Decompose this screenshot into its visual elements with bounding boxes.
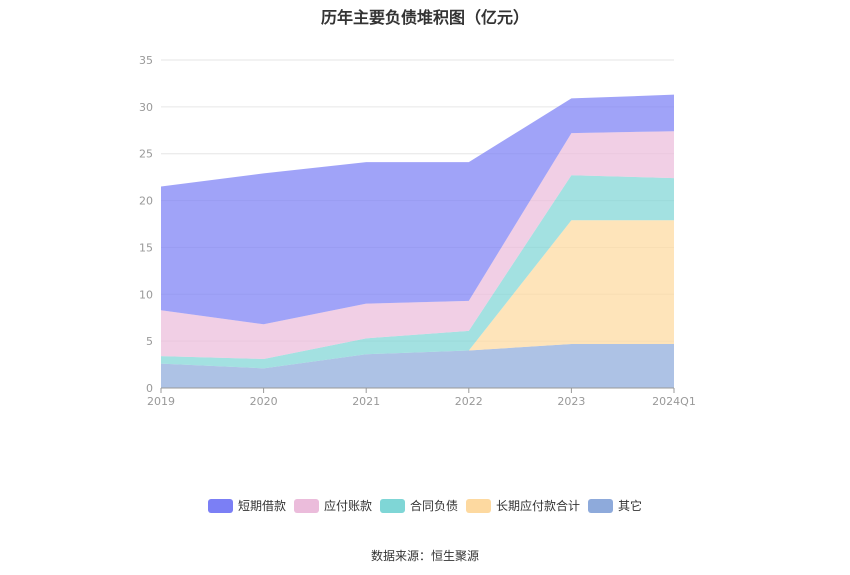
legend-swatch (207, 498, 233, 513)
area-长期应付款合计 (161, 220, 674, 369)
legend-item[interactable]: 应付账款 (293, 497, 372, 514)
chart-legend: 短期借款 应付账款 合同负债 长期应付款合计 其它 (0, 497, 850, 514)
legend-item[interactable]: 合同负债 (379, 497, 458, 514)
legend-swatch (293, 498, 319, 513)
legend-item[interactable]: 其它 (588, 497, 642, 514)
y-tick-label: 30 (139, 101, 153, 114)
x-tick-label: 2023 (557, 395, 585, 408)
y-tick-label: 10 (139, 288, 153, 301)
legend-label: 短期借款 (237, 499, 286, 513)
legend-item[interactable]: 长期应付款合计 (466, 497, 580, 514)
x-tick-label: 2019 (147, 395, 175, 408)
x-tick-label: 2022 (455, 395, 483, 408)
x-tick-label: 2021 (352, 395, 380, 408)
y-tick-label: 0 (146, 382, 153, 395)
data-source: 数据来源：恒生聚源 (370, 549, 479, 563)
area-应付账款 (161, 131, 674, 359)
legend-label: 合同负债 (409, 499, 458, 513)
x-tick-label: 2020 (250, 395, 278, 408)
legend-label: 长期应付款合计 (496, 499, 581, 513)
legend-item[interactable]: 短期借款 (207, 497, 286, 514)
legend-swatch (588, 498, 614, 513)
legend-swatch (379, 498, 405, 513)
y-tick-label: 5 (146, 335, 153, 348)
area-合同负债 (161, 175, 674, 369)
y-tick-label: 25 (139, 148, 153, 161)
y-tick-label: 15 (139, 241, 153, 254)
area-短期借款 (161, 94, 674, 325)
y-tick-label: 35 (139, 54, 153, 67)
legend-label: 其它 (618, 499, 643, 513)
legend-label: 应付账款 (323, 499, 372, 513)
y-tick-label: 20 (139, 195, 153, 208)
legend-swatch (466, 498, 491, 513)
x-tick-label: 2024Q1 (652, 395, 696, 408)
chart-title: 历年主要负债堆积图（亿元） (320, 8, 529, 27)
area-其它 (161, 343, 674, 388)
